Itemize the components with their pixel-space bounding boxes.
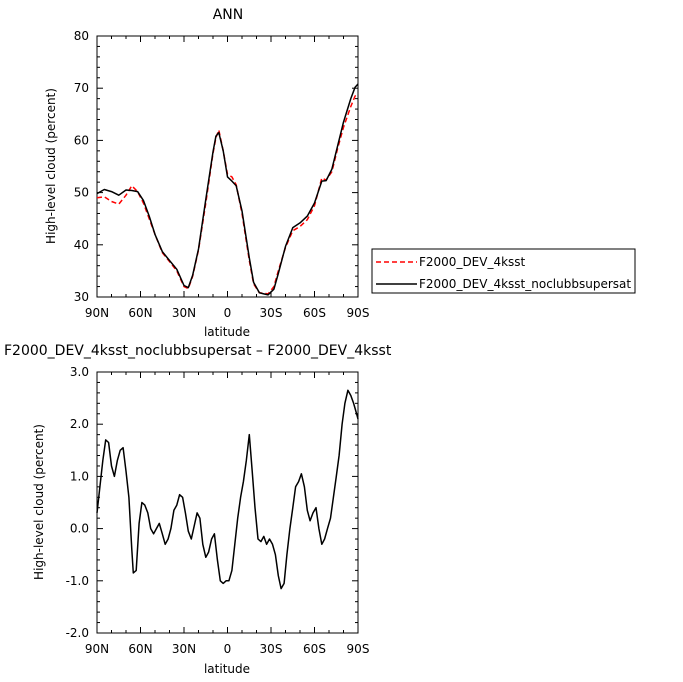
top-y-tick-label: 30 — [74, 290, 89, 304]
top-plot-frame — [96, 35, 359, 298]
top-chart-title: ANN — [213, 7, 244, 23]
legend: F2000_DEV_4ksst F2000_DEV_4ksst_noclubbs… — [371, 248, 636, 294]
top-x-tick-label: 60N — [128, 306, 152, 320]
top-series-group — [96, 83, 359, 296]
legend-label-noclubbsupersat: F2000_DEV_4ksst_noclubbsupersat — [419, 277, 631, 291]
legend-label-f2000-dev-4ksst: F2000_DEV_4ksst — [419, 255, 526, 269]
bottom-x-axis-label: latitude — [204, 662, 250, 676]
bottom-panel: F2000_DEV_4ksst_noclubbsupersat – F2000_… — [4, 343, 392, 676]
bottom-y-tick-label: 0.0 — [70, 522, 89, 536]
bottom-x-tick-label: 90N — [85, 642, 109, 656]
top-y-tick-label: 40 — [74, 238, 89, 252]
bottom-x-tick-label: 60S — [303, 642, 326, 656]
bottom-y-tick-label: -2.0 — [66, 626, 89, 640]
top-y-tick-label: 60 — [74, 133, 89, 147]
top-x-tick-label: 60S — [303, 306, 326, 320]
top-series-line-f2000-dev-4ksst — [96, 92, 359, 295]
top-axis-ticks: 90N 60N 30N 0 30S 60S 90S 30 40 50 60 70 80 — [74, 29, 370, 320]
top-panel: ANN 90N 60N 30N 0 30S 60S 90S 30 40 50 60 70 80 lati… — [44, 7, 369, 339]
top-y-tick-label: 50 — [74, 186, 89, 200]
bottom-x-tick-label: 30N — [172, 642, 196, 656]
bottom-plot-frame — [96, 371, 359, 634]
top-x-tick-label: 90S — [347, 306, 370, 320]
bottom-y-tick-label: 2.0 — [70, 417, 89, 431]
top-y-axis-label: High-level cloud (percent) — [44, 88, 58, 244]
top-x-tick-label: 30S — [260, 306, 283, 320]
bottom-chart-title: F2000_DEV_4ksst_noclubbsupersat – F2000_… — [4, 343, 392, 359]
top-y-tick-label: 80 — [74, 29, 89, 43]
top-y-tick-label: 70 — [74, 81, 89, 95]
bottom-y-tick-label: 3.0 — [70, 365, 89, 379]
top-x-tick-label: 90N — [85, 306, 109, 320]
bottom-axis-ticks: 90N 60N 30N 0 30S 60S 90S -2.0 -1.0 0.0 1.0 2.0 3.0 — [66, 365, 370, 656]
top-series-line-f2000-dev-4ksst-noclubbsupersat — [96, 83, 359, 296]
bottom-x-tick-label: 90S — [347, 642, 370, 656]
bottom-x-tick-label: 60N — [128, 642, 152, 656]
top-x-axis-label: latitude — [204, 325, 250, 339]
bottom-x-tick-label: 30S — [260, 642, 283, 656]
legend-box — [371, 248, 636, 294]
top-x-tick-label: 30N — [172, 306, 196, 320]
bottom-series-group — [96, 389, 359, 590]
bottom-y-tick-label: 1.0 — [70, 469, 89, 483]
top-x-tick-label: 0 — [224, 306, 232, 320]
bottom-x-tick-label: 0 — [224, 642, 232, 656]
bottom-y-axis-label: High-level cloud (percent) — [32, 424, 46, 580]
bottom-series-line-difference — [96, 389, 359, 590]
bottom-y-tick-label: -1.0 — [66, 574, 89, 588]
